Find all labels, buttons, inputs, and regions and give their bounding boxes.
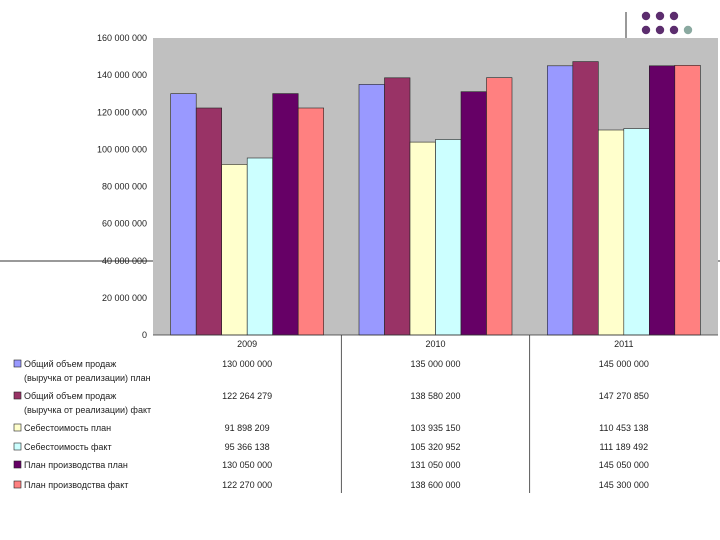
data-label: 103 935 150 [410, 423, 460, 433]
legend-label: (выручка от реализации) план [24, 373, 151, 383]
data-label: 95 366 138 [225, 442, 270, 452]
legend-label: Общий объем продаж [24, 391, 116, 401]
bar [648, 65, 676, 336]
bar [546, 65, 574, 336]
bar [246, 157, 273, 336]
data-label: 122 264 279 [222, 391, 272, 401]
bar [384, 77, 411, 336]
data-label: 110 453 138 [599, 423, 648, 433]
data-label: 145 000 000 [599, 359, 649, 369]
data-label: 138 580 200 [410, 391, 460, 401]
bar [409, 141, 436, 336]
y-tick-label: 160 000 000 [97, 33, 147, 43]
data-label: 145 300 000 [599, 480, 649, 490]
legend-label: Себестоимость факт [24, 442, 112, 452]
data-label: 147 270 850 [599, 391, 649, 401]
x-tick-label: 2009 [237, 339, 257, 349]
data-label: 105 320 952 [410, 442, 460, 452]
y-axis: 0 20 000 000 40 000 000 60 000 000 80 000 00… [97, 33, 147, 340]
x-tick-label: 2011 [614, 339, 633, 349]
y-tick-label: 120 000 000 [97, 107, 147, 117]
legend-label: План производства план [24, 460, 128, 470]
decor-dot [669, 11, 679, 21]
decor-dot [641, 25, 651, 35]
decor-dots [641, 11, 693, 35]
legend-swatch [13, 391, 22, 400]
decor-dot [655, 11, 665, 21]
legend-swatch [13, 423, 22, 432]
bar [572, 61, 599, 336]
data-label: 91 898 209 [225, 423, 270, 433]
data-label: 138 600 000 [410, 480, 460, 490]
decor-dot [641, 11, 651, 21]
bar [460, 91, 487, 336]
data-label: 111 189 492 [599, 442, 648, 452]
bar [221, 164, 248, 336]
bar [272, 93, 299, 336]
data-label: 122 270 000 [222, 480, 272, 490]
legend-label: Себестоимость план [24, 423, 111, 433]
data-label: 145 050 000 [599, 460, 649, 470]
legend-label: План производства факт [24, 480, 128, 490]
bar [674, 65, 701, 336]
bars-group [170, 61, 701, 336]
y-tick-label: 0 [142, 330, 147, 340]
y-tick-label: 140 000 000 [97, 70, 147, 80]
decor-dot [655, 25, 665, 35]
bar [435, 139, 462, 336]
data-table: 2009 2010 2011 Общий объем продаж (выручка о… [13, 334, 718, 493]
y-tick-label: 100 000 000 [97, 144, 147, 154]
y-tick-label: 40 000 000 [102, 256, 147, 266]
data-label: 130 000 000 [222, 359, 272, 369]
x-tick-label: 2010 [425, 339, 445, 349]
bar [170, 93, 197, 336]
decor-dot [669, 25, 679, 35]
y-tick-label: 20 000 000 [102, 293, 147, 303]
legend-swatch [13, 359, 22, 368]
bar [486, 77, 513, 336]
data-label: 131 050 000 [410, 460, 460, 470]
legend-label: Общий объем продаж [24, 359, 116, 369]
decor-dot [683, 25, 693, 35]
y-tick-label: 80 000 000 [102, 182, 147, 192]
bar [195, 107, 222, 336]
bar [297, 107, 325, 336]
legend-swatch [13, 442, 22, 451]
legend-label: (выручка от реализации) факт [24, 405, 151, 415]
data-label: 130 050 000 [222, 460, 272, 470]
bar [358, 84, 385, 336]
legend-swatch [13, 480, 22, 489]
data-label: 135 000 000 [410, 359, 460, 369]
bar [597, 129, 625, 336]
legend-swatch [13, 460, 22, 469]
y-tick-label: 60 000 000 [102, 219, 147, 229]
bar [623, 128, 650, 336]
